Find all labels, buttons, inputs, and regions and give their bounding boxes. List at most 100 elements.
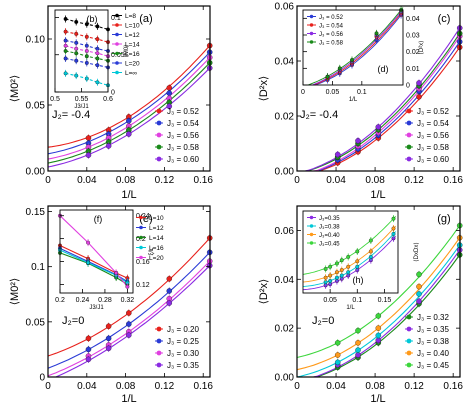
- panel-g: 0 0.04 0.08 0.12 0.16 0.00 0.02 0.04 0.06 ⟨D²x⟩ (g…: [258, 205, 463, 392]
- legend-label: J₃ = 0.56: [319, 32, 344, 38]
- y-tick-label: 0.1: [31, 262, 45, 273]
- data-point: [375, 325, 382, 331]
- panel-h: 0.05 0.1 0.15 ⟨DxDx⟩ 1/L (h) J₃=0.35 J₃=0.38 J₃=…: [302, 210, 420, 311]
- legend-marker: [115, 42, 119, 46]
- data-point: [323, 266, 328, 271]
- legend-label: J₃ = 0.52: [167, 107, 199, 116]
- data-point: [416, 271, 422, 278]
- y-tick-label: 0: [406, 83, 410, 90]
- x-tick-label: 0.5: [50, 96, 60, 103]
- y-tick-label: 0.01: [406, 66, 420, 73]
- legend-label: J₃ = 0.60: [417, 155, 449, 164]
- data-point: [95, 80, 100, 85]
- y-tick-label: 0.04: [406, 16, 420, 23]
- x-tick-label: 0.12: [155, 175, 175, 186]
- data-point: [339, 258, 344, 263]
- x-tick-label: 0.12: [404, 175, 424, 186]
- data-point: [334, 261, 339, 266]
- y-tick-label: 0.04: [275, 57, 295, 68]
- panel-letter: (h): [353, 275, 364, 285]
- data-point: [334, 359, 341, 366]
- legend-marker: [115, 13, 119, 18]
- panel-annotation: J₂= -0.4: [300, 109, 338, 121]
- legend-marker: [309, 31, 314, 36]
- data-point: [105, 345, 112, 352]
- x-tick-label: 0: [301, 89, 305, 96]
- x-axis-label: 1/L: [346, 305, 355, 311]
- data-point: [355, 264, 360, 269]
- y-tick-label: 0.05: [111, 52, 125, 59]
- x-tick-label: 0.16: [193, 381, 213, 392]
- y-tick-label: 0.1: [111, 15, 121, 22]
- data-point: [126, 131, 132, 137]
- legend-label: J₃ = 0.40: [417, 349, 449, 358]
- x-tick-label: 0.08: [365, 381, 385, 392]
- y-axis-label: ⟨M0²⟩: [9, 278, 21, 306]
- data-point: [374, 31, 379, 36]
- data-point: [334, 352, 341, 358]
- data-point: [84, 49, 89, 53]
- y-tick-label: 0.02: [406, 49, 420, 56]
- x-tick-label: 0.32: [121, 297, 135, 304]
- y-axis-label: ⟨DxDx⟩: [413, 242, 420, 261]
- legend-marker: [139, 215, 143, 220]
- data-point: [355, 259, 360, 264]
- legend-marker: [156, 326, 162, 332]
- panel-letter: (g): [437, 213, 450, 225]
- data-point: [126, 321, 132, 327]
- data-point: [125, 284, 130, 289]
- inset-background: [303, 10, 403, 85]
- data-point: [86, 260, 91, 265]
- x-tick-label: 0.04: [326, 381, 346, 392]
- legend-label: J₃ = 0.38: [417, 337, 449, 346]
- legend-label: J₃ = 0.35: [417, 325, 449, 334]
- data-point: [63, 43, 68, 48]
- legend-label: J₃=0.45: [319, 242, 340, 248]
- legend-label: J₃ = 0.45: [417, 361, 449, 370]
- data-point: [350, 58, 354, 62]
- y-tick-label: 0.00: [26, 167, 46, 178]
- legend-marker: [156, 350, 162, 356]
- panel-annotation: J₂= -0.4: [52, 109, 90, 121]
- data-point: [84, 54, 89, 59]
- data-point: [63, 49, 68, 53]
- data-point: [114, 271, 119, 275]
- x-tick-label: 0: [45, 175, 51, 186]
- data-point: [375, 313, 382, 319]
- y-tick-label: 0.10: [26, 35, 46, 46]
- panel-f: 0.2 0.24 0.28 0.32 0.12 0.16 0.2 0.24 ξ/L J3/J1 (f…: [55, 209, 155, 311]
- legend-marker: [406, 120, 412, 126]
- y-tick-label: 0: [39, 373, 45, 384]
- x-axis-label-right: 1/L: [370, 393, 385, 405]
- legend-label: J₃=0.38: [319, 225, 340, 231]
- legend-marker: [115, 70, 119, 75]
- x-tick-label: 0.05: [323, 297, 337, 304]
- x-tick-label: 0.04: [326, 175, 346, 186]
- x-tick-label: 0.04: [77, 175, 97, 186]
- data-point: [416, 291, 422, 297]
- panel-c: 0 0.04 0.08 0.12 0.16 0.00 0.02 0.04 0.06 ⟨D²x⟩ (c…: [258, 2, 463, 187]
- panel-letter: (e): [139, 213, 152, 225]
- data-point: [325, 74, 330, 79]
- data-point: [355, 137, 361, 144]
- legend-marker: [156, 132, 162, 138]
- legend-label: L=10: [125, 23, 140, 30]
- x-tick-label: 0.12: [404, 381, 424, 392]
- data-point: [334, 151, 341, 158]
- legend-label: J₃ = 0.52: [417, 107, 449, 116]
- x-axis-label: J3/J1: [89, 305, 104, 311]
- data-point: [166, 288, 173, 294]
- y-tick-label: 0.04: [275, 275, 295, 286]
- panel-annotation: J₂=0: [62, 315, 84, 327]
- y-axis-label: ⟨D²x⟩: [258, 76, 270, 102]
- legend-marker: [139, 245, 143, 250]
- x-axis-label-left: 1/L: [121, 393, 136, 405]
- data-point: [416, 80, 422, 86]
- data-point: [63, 56, 68, 61]
- legend-marker: [309, 232, 314, 237]
- data-point: [346, 264, 351, 269]
- x-tick-label: 0.6: [103, 96, 113, 103]
- legend-label: L=16: [125, 51, 140, 58]
- axes-frame: [47, 5, 211, 172]
- legend-label: L=14: [125, 42, 140, 49]
